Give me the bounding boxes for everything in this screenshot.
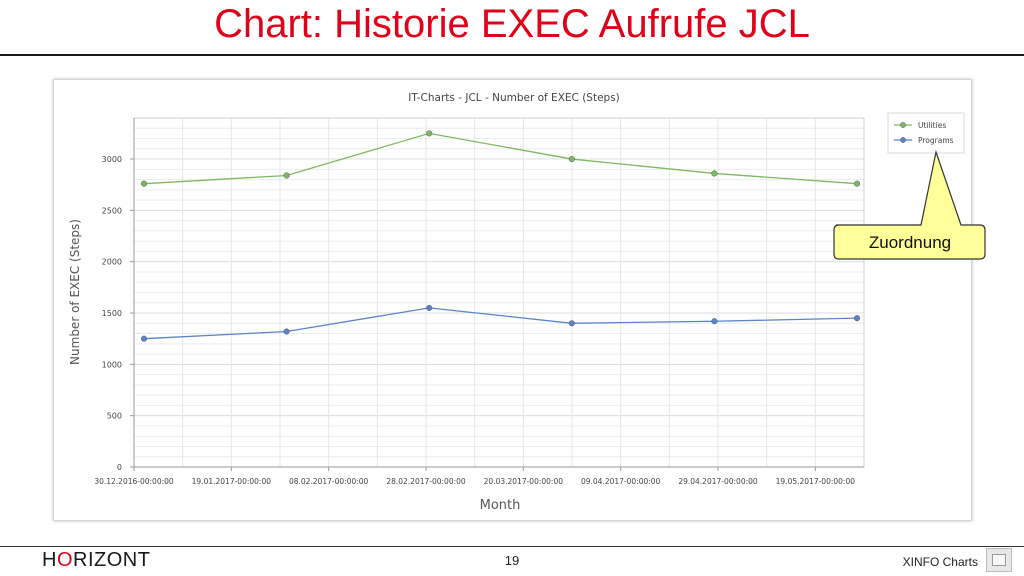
x-tick-label: 30.12.2016-00:00:00 bbox=[94, 477, 174, 486]
legend-label: Utilities bbox=[918, 121, 946, 130]
page-number: 19 bbox=[504, 553, 520, 568]
y-tick-label: 2500 bbox=[102, 206, 122, 215]
slide-nav-button[interactable] bbox=[986, 548, 1012, 572]
legend-swatch-marker bbox=[900, 122, 906, 128]
x-tick-label: 19.05.2017-00:00:00 bbox=[776, 477, 856, 486]
x-axis-title: Month bbox=[480, 498, 521, 513]
series-layer bbox=[140, 130, 861, 342]
y-tick-label: 1500 bbox=[102, 309, 122, 318]
x-tick-label: 19.01.2017-00:00:00 bbox=[192, 477, 272, 486]
data-point-programs bbox=[283, 328, 290, 335]
y-tick-label: 1000 bbox=[102, 360, 122, 369]
logo-rest: RIZONT bbox=[73, 549, 151, 571]
legend-box bbox=[887, 112, 965, 154]
series-line-utilities bbox=[143, 132, 858, 185]
legend-label: Programs bbox=[918, 136, 954, 145]
y-tick-label: 0 bbox=[117, 463, 122, 472]
y-tick-label: 3000 bbox=[102, 155, 122, 164]
callout-text: Zuordnung bbox=[869, 233, 951, 252]
slide-title: Chart: Historie EXEC Aufrufe JCL bbox=[214, 2, 810, 46]
data-point-utilities bbox=[853, 180, 861, 187]
chart-title: IT-Charts - JCL - Number of EXEC (Steps) bbox=[408, 92, 620, 104]
data-point-utilities bbox=[568, 156, 575, 163]
data-point-utilities bbox=[283, 172, 290, 179]
y-tick-label: 500 bbox=[107, 412, 122, 421]
horizont-logo: HORIZONT bbox=[42, 549, 150, 572]
logo-o: O bbox=[56, 549, 74, 571]
series-line-programs bbox=[143, 307, 858, 340]
x-tick-label: 20.03.2017-00:00:00 bbox=[484, 477, 564, 486]
data-point-programs bbox=[711, 318, 718, 325]
data-point-utilities bbox=[426, 130, 433, 137]
callout-bubble bbox=[833, 149, 986, 260]
chart-panel: 0 500 1000 1500 2000 2500 3000 30.12.2016-00:00… bbox=[53, 79, 972, 521]
axis-layer: 0 500 1000 1500 2000 2500 3000 30.12.2016-00:00… bbox=[94, 118, 864, 486]
legend: Utilities Programs bbox=[887, 112, 965, 154]
x-tick-label: 28.02.2017-00:00:00 bbox=[386, 477, 466, 486]
data-point-utilities bbox=[711, 170, 718, 177]
logo-h: H bbox=[42, 549, 57, 571]
data-point-programs bbox=[426, 304, 433, 311]
data-point-programs bbox=[853, 315, 861, 322]
x-tick-label: 29.04.2017-00:00:00 bbox=[678, 477, 758, 486]
y-tick-label: 2000 bbox=[102, 258, 122, 267]
y-axis-title: Number of EXEC (Steps) bbox=[68, 219, 82, 365]
x-tick-label: 09.04.2017-00:00:00 bbox=[581, 477, 661, 486]
grid-layer bbox=[133, 117, 865, 468]
data-point-programs bbox=[568, 320, 575, 327]
footer-label: XINFO Charts bbox=[902, 555, 978, 569]
footer-divider bbox=[0, 546, 1024, 547]
line-chart: 0 500 1000 1500 2000 2500 3000 30.12.2016-00:00… bbox=[68, 92, 965, 513]
data-point-programs bbox=[140, 335, 148, 342]
data-point-utilities bbox=[140, 180, 148, 187]
legend-swatch-marker bbox=[900, 137, 906, 143]
x-tick-label: 08.02.2017-00:00:00 bbox=[289, 477, 369, 486]
title-divider bbox=[0, 54, 1024, 56]
